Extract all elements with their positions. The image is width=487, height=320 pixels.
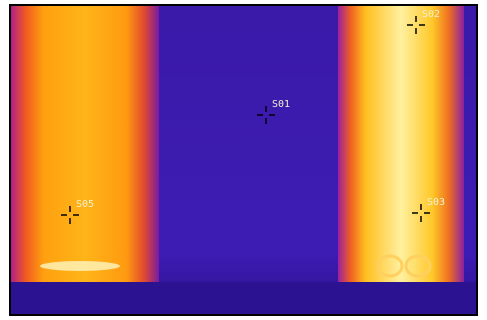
bottom-strip (11, 282, 476, 314)
spot-marker: S05 (61, 199, 94, 224)
right-tube (338, 6, 464, 282)
spot-label: S05 (76, 199, 94, 210)
spot-marker: S03 (412, 197, 445, 222)
spot-label: S02 (422, 9, 440, 20)
coil (376, 254, 404, 278)
left-tube (11, 6, 159, 282)
spot-marker: S01 (257, 99, 290, 124)
hot-spot (40, 261, 120, 271)
spot-marker: S02 (407, 9, 440, 34)
spot-label: S01 (272, 99, 290, 110)
coil (404, 254, 432, 278)
spot-label: S03 (427, 197, 445, 208)
markers: S01 S02 S03 S05 (61, 9, 445, 224)
